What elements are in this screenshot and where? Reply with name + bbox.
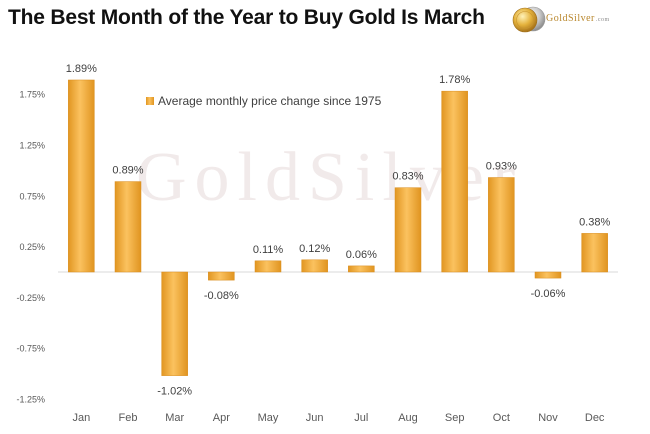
legend-swatch <box>146 97 154 105</box>
data-label-jul: 0.06% <box>346 249 377 261</box>
data-label-aug: 0.83% <box>392 171 423 183</box>
y-tick-label: 0.25% <box>19 242 45 252</box>
bar-dec <box>581 233 608 273</box>
data-label-apr: -0.08% <box>204 290 239 302</box>
x-tick-label-dec: Dec <box>585 412 605 424</box>
y-tick-label: 1.25% <box>19 141 45 151</box>
bars <box>68 79 608 376</box>
y-tick-label: 0.75% <box>19 191 45 201</box>
bar-jun <box>301 259 328 273</box>
y-tick-label: -0.25% <box>16 293 45 303</box>
x-tick-label-oct: Oct <box>493 412 510 424</box>
data-label-jun: 0.12% <box>299 243 330 255</box>
logo-text: GoldSilver <box>546 13 595 24</box>
bar-jan <box>68 79 95 273</box>
data-label-oct: 0.93% <box>486 161 517 173</box>
logo-wordmark: GoldSilver.com <box>546 13 610 24</box>
logo-suffix: .com <box>595 17 610 23</box>
x-tick-label-jan: Jan <box>72 412 90 424</box>
data-label-mar: -1.02% <box>157 386 192 398</box>
y-tick-label: -0.75% <box>16 344 45 354</box>
chart-title: The Best Month of the Year to Buy Gold I… <box>8 6 485 29</box>
y-tick-label: -1.25% <box>16 395 45 405</box>
data-label-dec: 0.38% <box>579 216 610 228</box>
data-label-jan: 1.89% <box>66 63 97 75</box>
y-axis: 1.75% 1.25% 0.75% 0.25% -0.25% -0.75% -1.25% <box>16 90 45 405</box>
x-tick-label-sep: Sep <box>445 412 465 424</box>
goldsilver-logo: GoldSilver.com <box>512 2 646 36</box>
bar-may <box>254 260 282 273</box>
legend: Average monthly price change since 1975 <box>146 94 382 108</box>
data-label-feb: 0.89% <box>112 165 143 177</box>
bar-aug <box>394 187 422 273</box>
y-tick-label: 1.75% <box>19 90 45 100</box>
bar-mar <box>161 271 188 376</box>
bar-sep <box>441 90 468 273</box>
x-axis: Jan Feb Mar Apr May Jun Jul Aug Sep Oct Nov Dec <box>72 412 604 424</box>
x-tick-label-mar: Mar <box>165 412 184 424</box>
x-tick-label-nov: Nov <box>538 412 558 424</box>
bar-apr <box>208 271 235 281</box>
bar-oct <box>488 177 515 273</box>
data-labels: 1.89% 0.89% -1.02% -0.08% 0.11% 0.12% 0.06% 0.8… <box>66 63 611 398</box>
data-label-may: 0.11% <box>253 244 284 256</box>
bar-jul <box>348 265 375 273</box>
x-tick-label-apr: Apr <box>213 412 230 424</box>
bar-feb <box>114 181 142 273</box>
legend-label: Average monthly price change since 1975 <box>158 94 382 108</box>
data-label-nov: -0.06% <box>531 288 566 300</box>
x-tick-label-jun: Jun <box>306 412 324 424</box>
gold-silver-coins-icon <box>512 6 546 33</box>
x-tick-label-aug: Aug <box>398 412 418 424</box>
bar-nov <box>534 271 562 279</box>
data-label-sep: 1.78% <box>439 74 470 86</box>
x-tick-label-may: May <box>258 412 279 424</box>
x-tick-label-jul: Jul <box>354 412 368 424</box>
x-tick-label-feb: Feb <box>119 412 138 424</box>
